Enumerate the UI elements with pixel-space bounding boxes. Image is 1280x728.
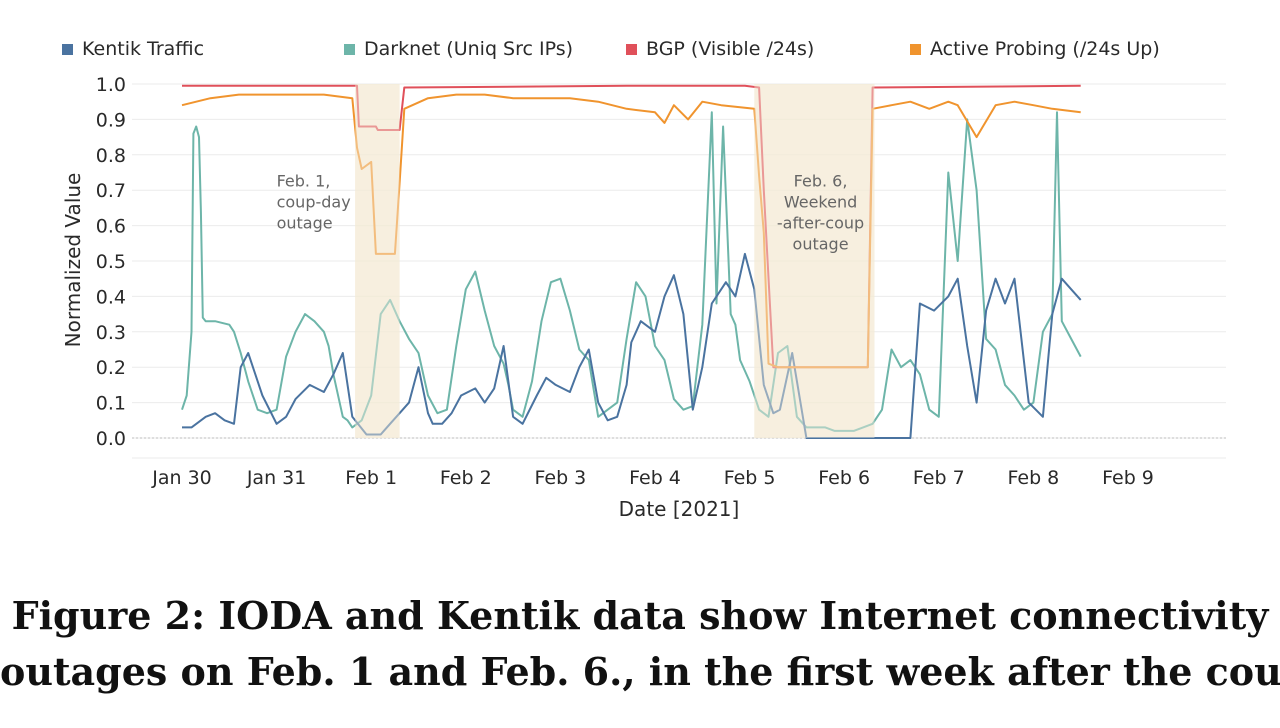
legend-item-kentik[interactable]: Kentik Traffic xyxy=(62,38,204,60)
annotation-text: outage xyxy=(277,214,333,233)
annotation-text: -after-coup xyxy=(777,214,864,233)
y-tick-label: 0.1 xyxy=(96,393,126,415)
y-tick-label: 0.9 xyxy=(96,109,126,131)
caption-line-2: outages on Feb. 1 and Feb. 6., in the fi… xyxy=(0,649,1280,694)
y-tick-label: 0.6 xyxy=(96,216,126,238)
y-tick-label: 0.3 xyxy=(96,322,126,344)
legend-item-darknet[interactable]: Darknet (Uniq Src IPs) xyxy=(344,38,573,60)
legend-label-kentik: Kentik Traffic xyxy=(82,38,205,60)
y-tick-label: 0.5 xyxy=(96,251,126,273)
outage-shaded-overlay xyxy=(754,84,875,438)
y-tick-label: 0.7 xyxy=(96,180,126,202)
x-tick-label: Jan 31 xyxy=(246,467,307,489)
legend-label-active-probing: Active Probing (/24s Up) xyxy=(930,38,1160,60)
annotation-text: Weekend xyxy=(784,193,857,212)
chart-legend: Kentik Traffic Darknet (Uniq Src IPs) BG… xyxy=(0,38,1280,66)
x-tick-label: Feb 1 xyxy=(345,467,397,489)
annotation-text: outage xyxy=(793,235,849,254)
x-tick-label: Feb 2 xyxy=(440,467,492,489)
legend-swatch-kentik xyxy=(62,43,73,55)
chart-plot-area: 0.0 0.1 0.2 0.3 0.4 0.5 0.6 0.7 0.8 0.9 1.0 Jan 30 J… xyxy=(61,74,1226,521)
x-tick-label: Feb 9 xyxy=(1102,467,1154,489)
y-tick-label: 0.8 xyxy=(96,145,126,167)
legend-label-bgp: BGP (Visible /24s) xyxy=(646,38,815,60)
active-probing-line xyxy=(181,93,1081,369)
x-tick-label: Feb 5 xyxy=(724,467,776,489)
x-tick-label: Feb 3 xyxy=(535,467,587,489)
x-axis-title: Date [2021] xyxy=(619,497,740,521)
legend-swatch-active-probing xyxy=(910,43,921,55)
annotation-text: Feb. 6, xyxy=(794,172,848,191)
legend-label-darknet: Darknet (Uniq Src IPs) xyxy=(364,38,574,60)
outage-shaded-overlay xyxy=(355,84,400,438)
figure-caption: Figure 2: IODA and Kentik data show Inte… xyxy=(0,588,1280,700)
kentik-traffic-line xyxy=(182,252,1082,439)
chart-figure: Kentik Traffic Darknet (Uniq Src IPs) BG… xyxy=(0,38,1280,521)
y-tick-label: 0.4 xyxy=(96,286,126,308)
x-tick-label: Feb 8 xyxy=(1008,467,1060,489)
annotation-text: coup-day xyxy=(277,193,351,212)
legend-swatch-bgp xyxy=(626,43,637,55)
legend-item-bgp[interactable]: BGP (Visible /24s) xyxy=(626,38,814,60)
x-tick-label: Feb 6 xyxy=(818,467,870,489)
outage-shaded-region xyxy=(355,84,400,438)
y-axis-title: Normalized Value xyxy=(61,173,85,348)
caption-line-1: Figure 2: IODA and Kentik data show Inte… xyxy=(11,593,1269,638)
y-tick-label: 0.0 xyxy=(96,428,126,450)
y-tick-label: 0.2 xyxy=(96,357,126,379)
x-tick-label: Feb 4 xyxy=(629,467,681,489)
darknet-line xyxy=(181,111,1082,432)
annotation-text: Feb. 1, xyxy=(277,172,331,191)
y-tick-label: 1.0 xyxy=(96,74,126,96)
x-tick-label: Jan 30 xyxy=(151,467,212,489)
x-tick-label: Feb 7 xyxy=(913,467,965,489)
legend-item-active-probing[interactable]: Active Probing (/24s Up) xyxy=(910,38,1160,60)
legend-swatch-darknet xyxy=(344,43,355,55)
